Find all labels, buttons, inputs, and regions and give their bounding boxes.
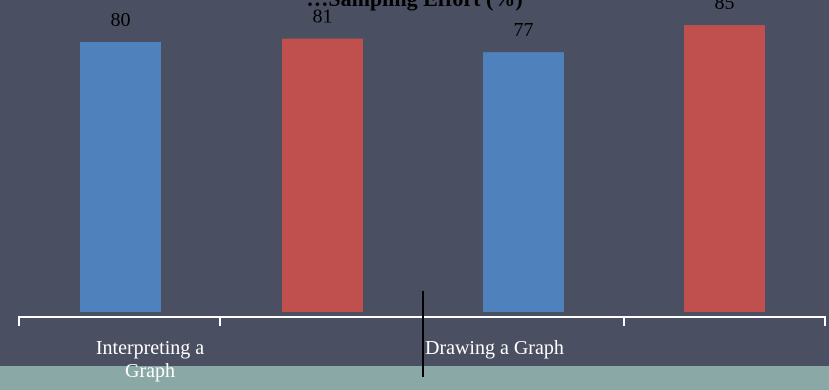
bar-series1-drawing (483, 52, 564, 312)
category-label-interpreting: Interpreting a Graph (95, 337, 205, 382)
value-label: 81 (313, 6, 333, 28)
bar-series2-drawing (684, 25, 765, 312)
bars-group (80, 25, 765, 312)
category-label-drawing: Drawing a Graph (425, 337, 564, 359)
chart-title: …Sampling Effort (%) (0, 0, 829, 12)
bar-series1-interpreting (80, 42, 161, 312)
value-label: 77 (514, 19, 534, 41)
value-label: 80 (111, 9, 131, 31)
footer-strip (0, 366, 829, 390)
x-axis (18, 291, 826, 377)
bar-series2-interpreting (282, 38, 363, 312)
value-label: 85 (715, 0, 735, 14)
value-labels-group: 80 77 81 85 (111, 0, 735, 41)
